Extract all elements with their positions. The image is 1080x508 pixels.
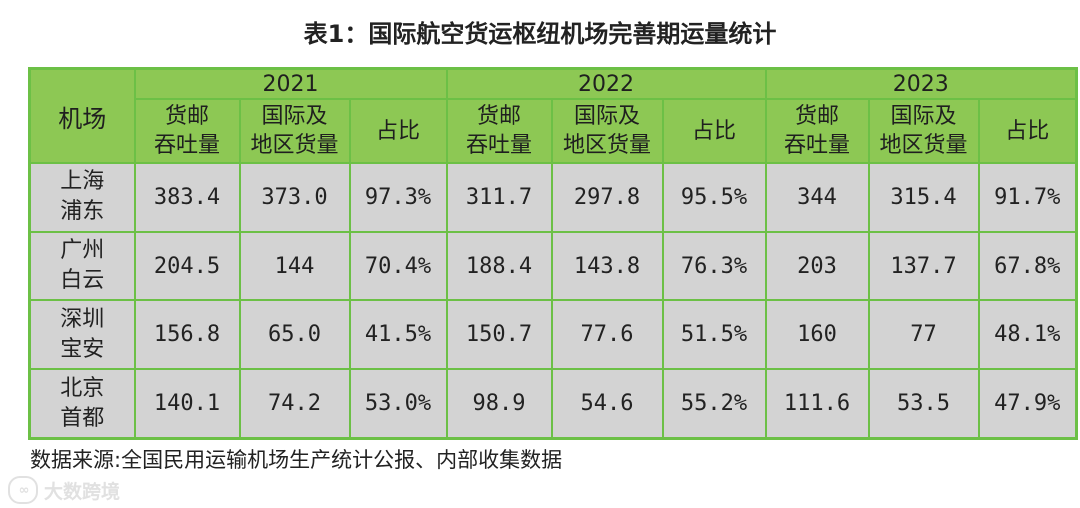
year-header-2023: 2023 [764, 67, 1078, 100]
table-body: 上海 浦东 383.4 373.0 97.3% 311.7 297.8 95.5% 344 315… [28, 162, 1078, 440]
airport-name-cell: 北京 首都 [28, 368, 136, 440]
col-header-share: 占比 [661, 98, 767, 164]
value-cell: 53.0% [348, 368, 448, 440]
value-cell: 54.6 [550, 368, 664, 440]
table-row: 广州 白云 204.5 144 70.4% 188.4 143.8 76.3% 203 137.7… [28, 230, 1078, 302]
year-header-2021: 2021 [133, 67, 448, 100]
col-header-intl-cargo: 国际及 地区货量 [867, 98, 980, 164]
value-cell: 47.9% [977, 368, 1078, 440]
value-cell: 297.8 [550, 162, 664, 233]
value-cell: 53.5 [867, 368, 980, 440]
col-header-cargo-mail: 货邮 吞吐量 [764, 98, 870, 164]
value-cell: 77.6 [550, 299, 664, 371]
col-header-intl-cargo: 国际及 地区货量 [238, 98, 351, 164]
value-cell: 98.9 [445, 368, 553, 440]
watermark: ∞ 大数跨境 [8, 476, 120, 504]
value-cell: 156.8 [133, 299, 241, 371]
table-row: 上海 浦东 383.4 373.0 97.3% 311.7 297.8 95.5% 344 315… [28, 162, 1078, 233]
value-cell: 77 [867, 299, 980, 371]
value-cell: 51.5% [661, 299, 767, 371]
value-cell: 76.3% [661, 230, 767, 302]
col-header-share: 占比 [977, 98, 1078, 164]
value-cell: 204.5 [133, 230, 241, 302]
value-cell: 67.8% [977, 230, 1078, 302]
traffic-table: 机场 2021 2022 2023 货邮 吞吐量 国际及 地区货量 占比 货邮 吞吐量… [28, 67, 1079, 440]
airport-name-cell: 广州 白云 [28, 230, 136, 302]
table-row: 深圳 宝安 156.8 65.0 41.5% 150.7 77.6 51.5% 160 77 48.… [28, 299, 1078, 371]
watermark-logo-icon: ∞ [8, 476, 38, 504]
col-header-share: 占比 [348, 98, 448, 164]
col-header-cargo-mail: 货邮 吞吐量 [133, 98, 241, 164]
value-cell: 311.7 [445, 162, 553, 233]
value-cell: 65.0 [238, 299, 351, 371]
table-title: 表1：国际航空货运枢纽机场完善期运量统计 [303, 20, 777, 48]
value-cell: 97.3% [348, 162, 448, 233]
value-cell: 74.2 [238, 368, 351, 440]
col-header-intl-cargo: 国际及 地区货量 [550, 98, 664, 164]
value-cell: 344 [764, 162, 870, 233]
value-cell: 150.7 [445, 299, 553, 371]
value-cell: 55.2% [661, 368, 767, 440]
value-cell: 160 [764, 299, 870, 371]
value-cell: 144 [238, 230, 351, 302]
value-cell: 373.0 [238, 162, 351, 233]
value-cell: 140.1 [133, 368, 241, 440]
value-cell: 203 [764, 230, 870, 302]
value-cell: 41.5% [348, 299, 448, 371]
value-cell: 111.6 [764, 368, 870, 440]
value-cell: 383.4 [133, 162, 241, 233]
data-source-note: 数据来源:全国民用运输机场生产统计公报、内部收集数据 [30, 448, 563, 472]
airport-name-cell: 上海 浦东 [28, 162, 136, 233]
value-cell: 95.5% [661, 162, 767, 233]
airport-name-cell: 深圳 宝安 [28, 299, 136, 371]
value-cell: 188.4 [445, 230, 553, 302]
table-row: 北京 首都 140.1 74.2 53.0% 98.9 54.6 55.2% 111.6 53.5… [28, 368, 1078, 440]
value-cell: 143.8 [550, 230, 664, 302]
value-cell: 137.7 [867, 230, 980, 302]
airport-header: 机场 [28, 67, 136, 164]
year-header-2022: 2022 [445, 67, 767, 100]
value-cell: 70.4% [348, 230, 448, 302]
col-header-cargo-mail: 货邮 吞吐量 [445, 98, 553, 164]
value-cell: 48.1% [977, 299, 1078, 371]
value-cell: 91.7% [977, 162, 1078, 233]
value-cell: 315.4 [867, 162, 980, 233]
watermark-text: 大数跨境 [44, 480, 121, 503]
